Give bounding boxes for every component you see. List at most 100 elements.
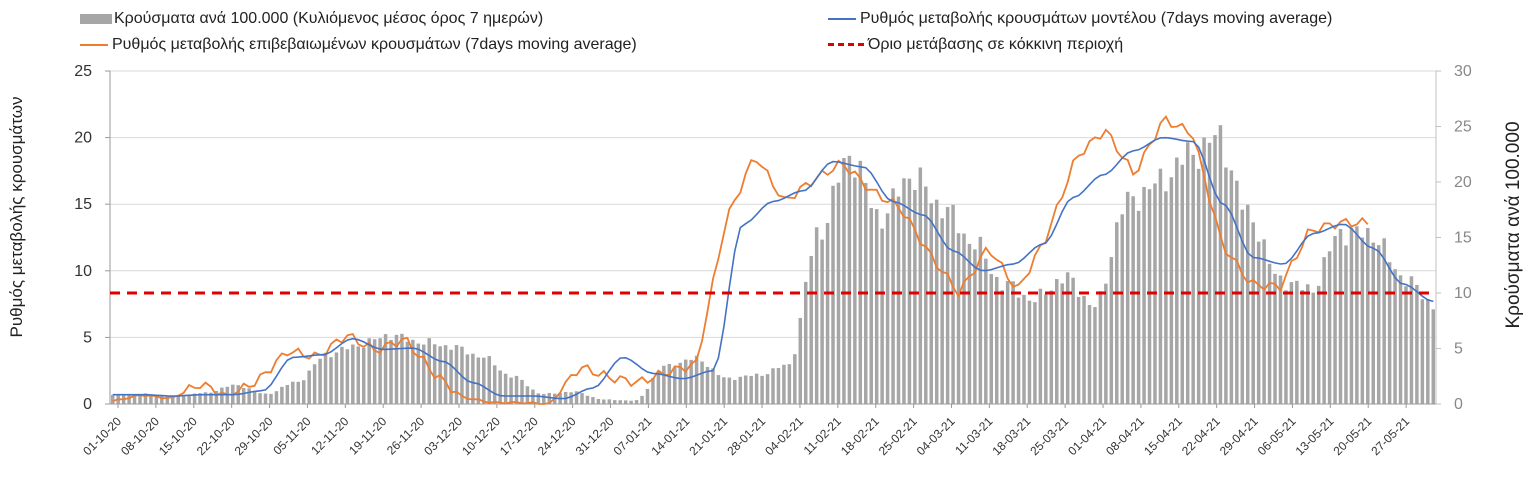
bar — [454, 345, 459, 404]
bar — [1415, 284, 1419, 404]
bar — [432, 344, 437, 404]
bar — [536, 393, 541, 404]
bar — [312, 364, 317, 404]
bar — [203, 392, 208, 404]
legend-confirmed-swatch — [80, 43, 108, 46]
bar — [160, 395, 164, 404]
bar — [301, 380, 306, 404]
bar — [1240, 209, 1245, 404]
bar — [842, 158, 846, 404]
x-tick-label: 04-02-21 — [762, 414, 806, 458]
bar — [274, 391, 279, 404]
legend-threshold: Όριο μετάβασης σε κόκκινη περιοχή — [828, 36, 1123, 54]
bar — [132, 394, 137, 404]
legend-confirmed-label: Ρυθμός μεταβολής επιβεβαιωμένων κρουσμάτ… — [112, 36, 637, 53]
bar — [296, 381, 301, 404]
bar — [978, 236, 983, 404]
bar — [1398, 275, 1403, 404]
bar — [962, 233, 966, 404]
bar — [1027, 300, 1032, 404]
bar — [1005, 281, 1010, 404]
bar — [618, 400, 622, 404]
bar — [694, 355, 699, 404]
bar — [1158, 168, 1163, 404]
bar — [329, 357, 333, 404]
x-tick-label: 18-03-21 — [990, 414, 1034, 458]
bar — [1224, 167, 1228, 404]
bar — [181, 396, 186, 404]
bar — [1256, 241, 1261, 404]
bar — [1196, 168, 1201, 404]
bar — [722, 377, 726, 404]
bar — [476, 357, 481, 404]
bar — [487, 356, 491, 404]
bar — [1049, 290, 1054, 404]
bar — [924, 186, 928, 404]
bar — [902, 178, 906, 404]
bar — [793, 354, 797, 404]
bar — [1098, 291, 1103, 404]
bar — [110, 394, 115, 404]
bar — [656, 371, 661, 404]
bar — [345, 349, 350, 404]
bar — [623, 400, 628, 404]
legend-confirmed: Ρυθμός μεταβολής επιβεβαιωμένων κρουσμάτ… — [80, 36, 637, 54]
bar — [689, 359, 693, 404]
x-tick-label: 25-03-21 — [1027, 414, 1071, 458]
x-tick-label: 18-02-21 — [838, 414, 882, 458]
bar — [967, 243, 972, 404]
bar — [143, 393, 148, 404]
bar — [727, 377, 732, 404]
x-tick-label: 15-04-21 — [1141, 414, 1185, 458]
bar — [1251, 222, 1255, 404]
bar — [1000, 290, 1004, 404]
x-tick-label: 27-05-21 — [1368, 414, 1412, 458]
x-tick-label: 19-11-20 — [346, 414, 389, 457]
bar — [525, 386, 530, 404]
bar — [1355, 226, 1359, 404]
legend-bars: Κρούσματα ανά 100.000 (Κυλιόμενος μέσος … — [80, 10, 543, 28]
bar — [754, 373, 759, 404]
bar — [378, 338, 382, 404]
bar — [383, 334, 388, 404]
bar — [127, 394, 131, 404]
x-tick-label: 22-10-20 — [194, 414, 238, 458]
bar — [1022, 294, 1026, 404]
y-axis-right-label: Κρούσματα ανά 100.000 — [1503, 121, 1524, 328]
x-tick-label: 01-04-21 — [1065, 414, 1109, 458]
bar — [662, 365, 666, 404]
bar — [542, 394, 546, 404]
bar — [956, 233, 961, 404]
bar — [465, 354, 470, 404]
bar — [1016, 297, 1021, 404]
bar — [498, 370, 502, 404]
y-left-tick-label: 20 — [74, 130, 92, 147]
y-right-tick-label: 25 — [1454, 119, 1472, 136]
bar — [1093, 307, 1097, 404]
bar — [760, 375, 764, 404]
bar — [940, 218, 944, 404]
bar — [1327, 251, 1332, 404]
bar — [825, 223, 830, 404]
bar — [443, 345, 448, 404]
bar — [1349, 227, 1354, 404]
bar — [1175, 157, 1179, 404]
bar — [1125, 191, 1130, 404]
bar — [269, 393, 273, 404]
bar — [1055, 279, 1059, 404]
bar — [192, 393, 197, 404]
bar — [596, 398, 601, 404]
bar — [743, 375, 748, 404]
x-tick-label: 29-10-20 — [232, 414, 276, 458]
bar — [994, 276, 999, 404]
bar — [1207, 142, 1212, 405]
bar — [422, 344, 426, 404]
bar — [1038, 288, 1043, 404]
bar — [1218, 125, 1223, 405]
bar — [1284, 290, 1288, 404]
bar — [1338, 229, 1343, 404]
y-right-tick-label: 10 — [1454, 285, 1472, 302]
bar — [1109, 257, 1114, 404]
bar — [1044, 294, 1048, 404]
bar — [411, 339, 415, 404]
